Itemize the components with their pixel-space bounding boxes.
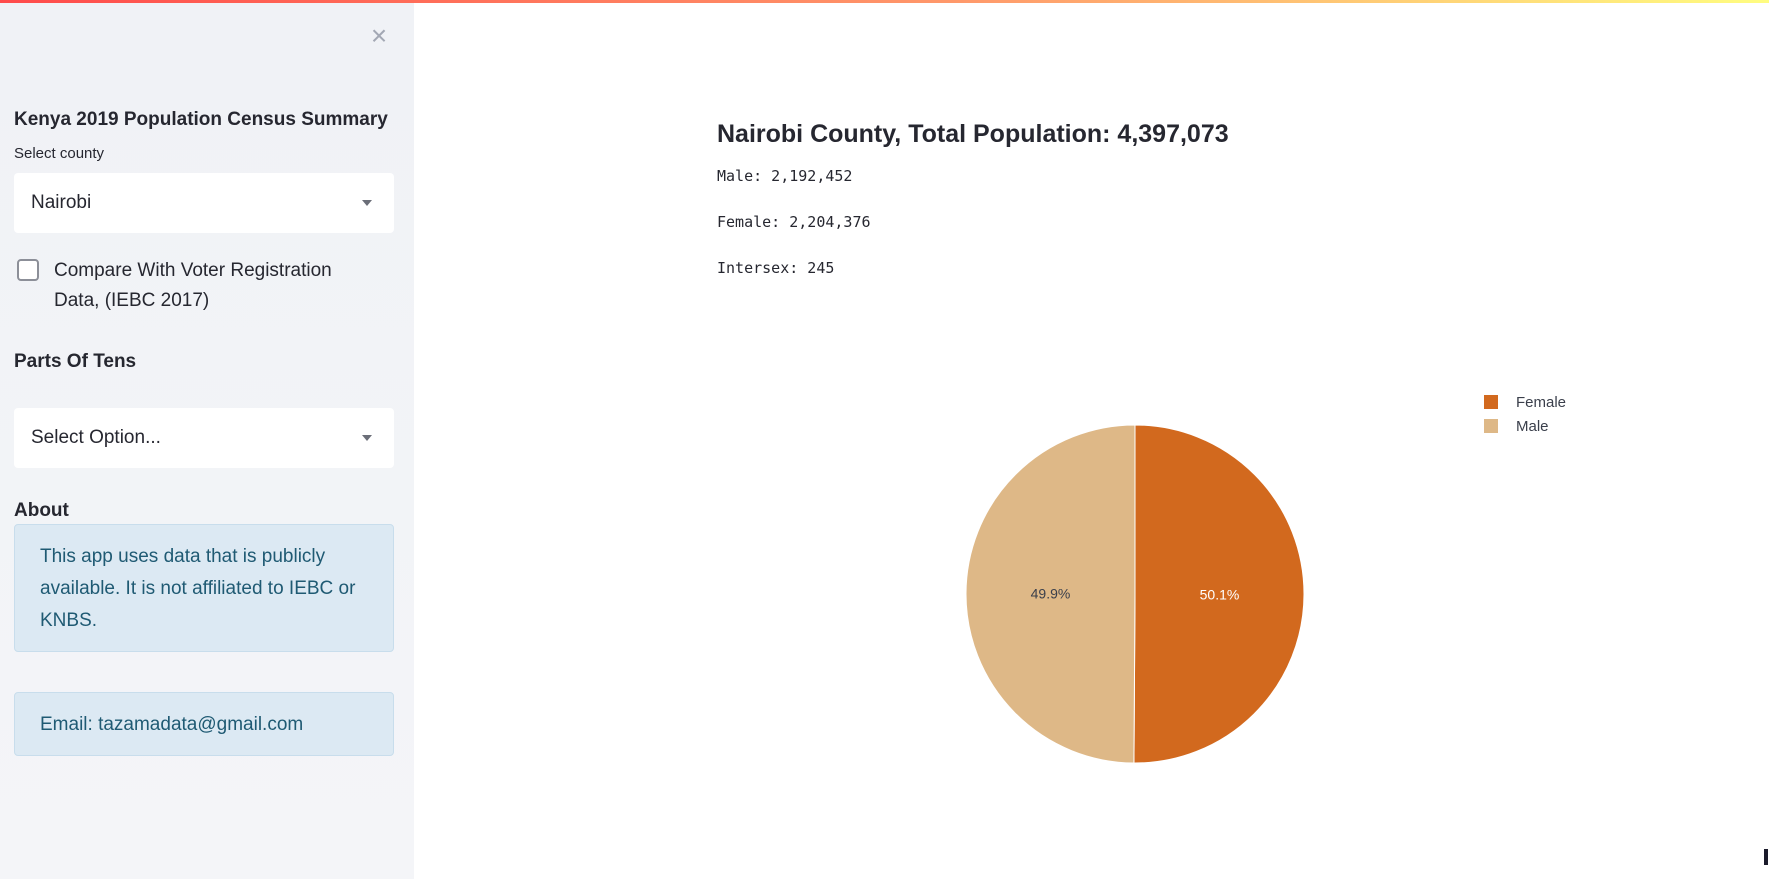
legend-label-male[interactable]: Male [1516,418,1549,435]
legend-label-female[interactable]: Female [1516,394,1566,411]
about-heading: About [14,500,69,521]
compare-checkbox-label[interactable]: Compare With Voter Registration Data, (I… [54,260,332,311]
pie-label-male: 49.9% [1031,586,1071,602]
female-stat: Female: 2,204,376 [717,213,871,231]
parts-select-value: Select Option... [31,427,161,448]
county-select[interactable]: Nairobi [14,173,394,233]
legend-swatch-female [1484,395,1498,409]
about-info-box: This app uses data that is publicly avai… [14,524,394,652]
pie-slice-male [965,424,1136,764]
sidebar-title: Kenya 2019 Population Census Summary [14,109,388,130]
male-stat: Male: 2,192,452 [717,167,853,185]
compare-checkbox[interactable] [17,259,39,281]
county-select-value: Nairobi [31,192,92,213]
parts-select[interactable]: Select Option... [14,408,394,468]
pie-label-female: 50.1% [1200,586,1240,602]
email-info-box: Email: tazamadata@gmail.com [14,692,394,756]
legend-swatch-male [1484,419,1498,433]
parts-heading: Parts Of Tens [14,351,137,372]
pie-slice-female [1133,424,1305,764]
page-title: Nairobi County, Total Population: 4,397,… [717,120,1229,148]
top-accent-bar [0,0,1769,3]
email-text: Email: tazamadata@gmail.com [40,714,304,735]
chevron-down-icon [362,200,372,206]
sidebar: × Kenya 2019 Population Census Summary S… [0,3,414,879]
chevron-down-icon [362,435,372,441]
pie-chart: 50.1% 49.9% Female Male [965,394,1566,764]
about-text: This app uses data that is publicly avai… [40,546,356,631]
select-county-label: Select county [14,145,105,162]
cursor-indicator [1764,849,1768,865]
close-icon[interactable]: × [370,20,388,51]
intersex-stat: Intersex: 245 [717,259,835,277]
